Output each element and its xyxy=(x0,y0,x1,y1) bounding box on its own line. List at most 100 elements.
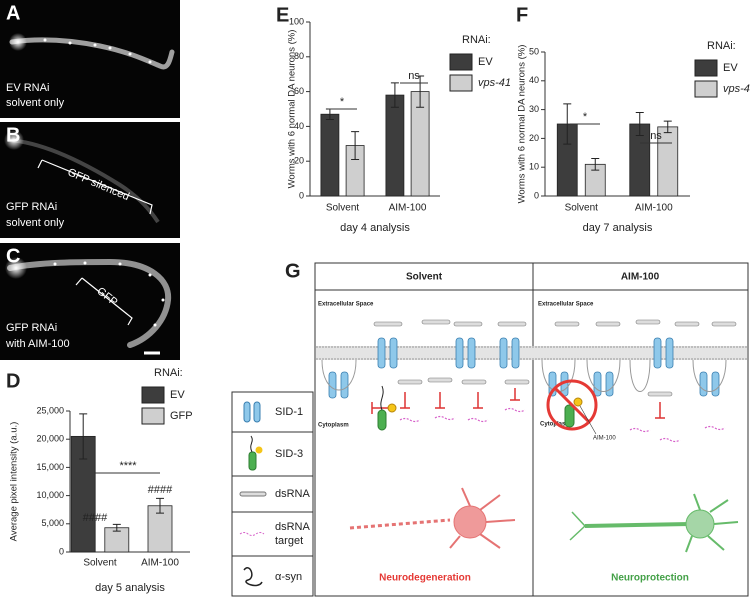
y-tick-label: 40 xyxy=(529,75,539,85)
legend-label: SID-3 xyxy=(275,448,303,460)
caption: with AIM-100 xyxy=(5,338,70,350)
legend-label: EV xyxy=(723,62,738,74)
y-tick-label: 0 xyxy=(59,546,64,556)
outcome: Neuroprotection xyxy=(611,573,689,584)
error-bar xyxy=(390,82,399,108)
legend-label: SID-1 xyxy=(275,406,303,418)
x-tick-label: Solvent xyxy=(565,203,599,214)
membrane xyxy=(316,346,747,360)
micrograph-b: GFP silenced B GFP RNAi solvent only xyxy=(0,122,180,238)
legend-title: RNAi: xyxy=(462,34,491,46)
bar xyxy=(320,113,340,197)
error-bar xyxy=(635,111,644,137)
bar xyxy=(385,94,405,197)
neuron-degenerating xyxy=(349,487,516,549)
y-tick-label: 25,000 xyxy=(36,405,64,415)
legend-label: EV xyxy=(170,389,185,401)
legend-label: vps-41 xyxy=(478,77,511,89)
x-tick-label: AIM-100 xyxy=(635,203,673,214)
caption: GFP RNAi xyxy=(6,201,57,213)
significance: ns xyxy=(408,70,420,82)
legend-swatch xyxy=(141,407,165,425)
dsrna-target xyxy=(399,407,726,443)
legend-swatch xyxy=(141,386,165,404)
region-label: Cytoplasm xyxy=(318,423,349,429)
legend-swatch xyxy=(694,80,718,98)
y-tick-label: 20,000 xyxy=(36,434,64,444)
legend-label: EV xyxy=(478,56,493,68)
y-tick-label: 80 xyxy=(294,51,304,61)
y-tick-label: 0 xyxy=(534,190,539,200)
region-label: Extracellular Space xyxy=(538,302,594,308)
error-bar xyxy=(416,75,425,108)
region-label: Extracellular Space xyxy=(318,302,374,308)
legend-label: GFP xyxy=(170,410,193,422)
legend-label: dsRNA xyxy=(275,521,311,533)
legend-label: dsRNA xyxy=(275,488,311,500)
caption: solvent only xyxy=(6,97,65,109)
legend-label: α-syn xyxy=(275,571,302,583)
dsrna xyxy=(373,319,737,397)
x-axis-label: day 7 analysis xyxy=(583,222,653,234)
significance: * xyxy=(340,96,345,108)
legend-label: vps-41 xyxy=(723,83,750,95)
legend-swatch xyxy=(694,59,718,77)
column-header: Solvent xyxy=(406,272,443,283)
legend-title: RNAi: xyxy=(154,367,183,379)
x-tick-label: Solvent xyxy=(326,203,360,214)
significance: **** xyxy=(119,460,137,472)
x-tick-label: AIM-100 xyxy=(141,558,179,569)
error-bar xyxy=(156,497,164,514)
legend-title: RNAi: xyxy=(707,40,736,52)
significance: #### xyxy=(83,512,108,524)
y-axis-label: Average pixel intensity (a.u.) xyxy=(9,422,20,542)
caption: solvent only xyxy=(6,217,65,229)
caption: EV RNAi xyxy=(6,82,49,94)
error-bar xyxy=(79,413,88,460)
drug-label: AIM-100 xyxy=(593,436,616,442)
y-tick-label: 0 xyxy=(299,190,304,200)
bar xyxy=(104,527,130,553)
column-header: AIM-100 xyxy=(621,272,660,283)
x-axis-label: day 5 analysis xyxy=(95,582,165,594)
error-bar xyxy=(563,103,572,145)
micrograph-a: A EV RNAi solvent only xyxy=(0,0,180,118)
panel-letter: E xyxy=(276,4,289,26)
legend-icon xyxy=(239,401,267,587)
y-tick-label: 50 xyxy=(529,46,539,56)
region-label: Cytoplasm xyxy=(540,422,571,428)
error-bar xyxy=(112,523,121,532)
y-tick-label: 5,000 xyxy=(41,518,64,528)
significance: ns xyxy=(650,130,662,142)
y-tick-label: 40 xyxy=(294,121,304,131)
y-tick-label: 30 xyxy=(529,104,539,114)
diagram-g: G Solvent AIM-100 Extracellular Space Ex… xyxy=(231,260,749,597)
significance: #### xyxy=(148,484,173,496)
panel-box xyxy=(314,262,534,597)
legend-label: target xyxy=(275,535,303,547)
legend-swatch xyxy=(449,53,473,71)
sid-3 xyxy=(377,379,598,435)
neuron-healthy xyxy=(569,493,739,553)
outcome: Neurodegeneration xyxy=(379,573,471,584)
y-axis-label: Worms with 6 normal DA neurons (%) xyxy=(517,45,528,204)
x-tick-label: Solvent xyxy=(83,558,117,569)
error-bar xyxy=(663,120,672,134)
caption: GFP RNAi xyxy=(6,322,57,334)
x-tick-label: AIM-100 xyxy=(389,203,427,214)
legend-swatch xyxy=(449,74,473,92)
error-bar xyxy=(351,131,360,160)
panel-letter: G xyxy=(285,260,301,282)
error-bar xyxy=(591,158,600,171)
micrograph-c: GFP C GFP RNAi with AIM-100 xyxy=(0,243,180,360)
y-tick-label: 15,000 xyxy=(36,462,64,472)
panel-letter: B xyxy=(6,124,20,146)
y-tick-label: 20 xyxy=(529,133,539,143)
y-tick-label: 100 xyxy=(289,16,304,26)
panel-letter: D xyxy=(6,370,20,392)
y-tick-label: 20 xyxy=(294,156,304,166)
panel-letter: F xyxy=(516,4,528,26)
y-tick-label: 10,000 xyxy=(36,490,64,500)
x-axis-label: day 4 analysis xyxy=(340,222,410,234)
